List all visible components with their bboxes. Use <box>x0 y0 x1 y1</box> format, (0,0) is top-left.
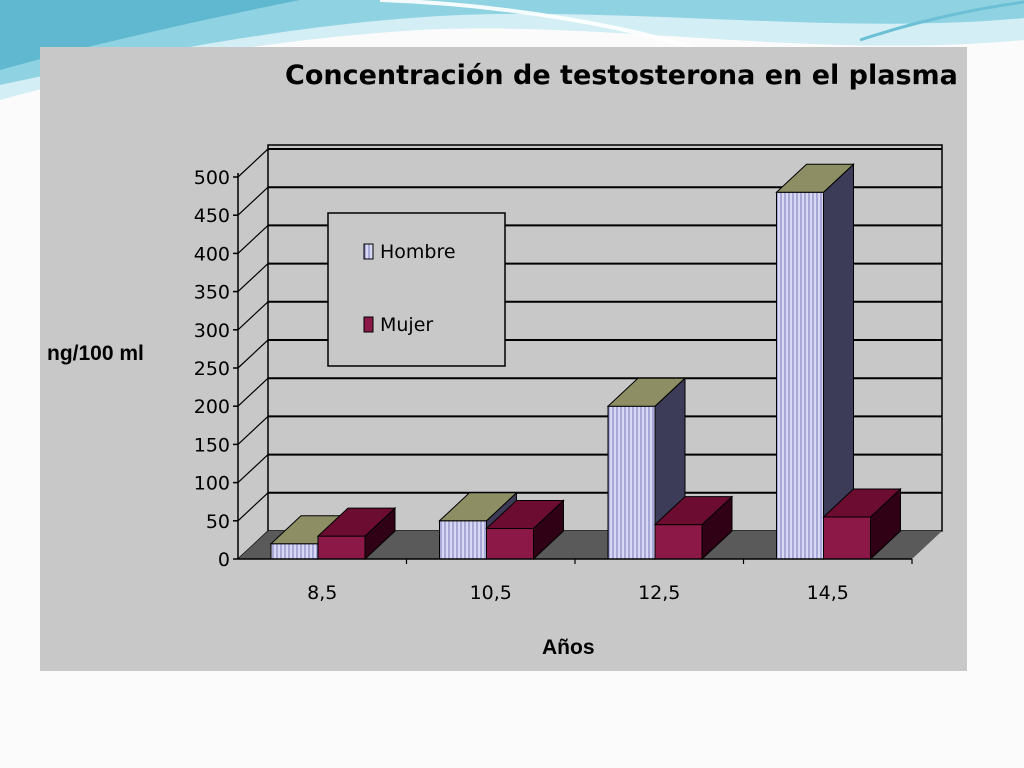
gridline-side <box>237 186 269 216</box>
y-tick-label: 400 <box>194 243 230 265</box>
x-tick-label: 14,5 <box>807 582 849 604</box>
legend-box <box>327 212 506 367</box>
y-tick-label: 500 <box>194 167 230 189</box>
gridline-side <box>237 224 269 254</box>
y-tick-label: 350 <box>194 282 230 304</box>
bar-mujer <box>654 524 703 560</box>
y-tick-label: 450 <box>194 205 230 227</box>
x-tick-label: 10,5 <box>470 582 512 604</box>
x-tick-label: 8,5 <box>307 582 337 604</box>
bar-hombre-top <box>775 163 855 193</box>
x-axis: 8,5 10,5 12,5 14,5 <box>238 558 913 604</box>
bar-hombre <box>439 520 487 560</box>
legend-label-hombre: Hombre <box>380 241 456 263</box>
bar-chart: 0 50 100 150 200 250 300 350 400 450 500 8,5 10,5 12… <box>47 60 958 659</box>
gridline-side <box>237 339 269 369</box>
bar-mujer <box>317 535 366 560</box>
y-tick-label: 50 <box>206 511 230 533</box>
x-axis-title: Años <box>542 636 595 659</box>
bar-hombre <box>776 191 824 560</box>
chart-floor-plane <box>238 531 942 559</box>
y-tick-label: 300 <box>194 320 230 342</box>
legend: Hombre Mujer <box>327 212 506 367</box>
gridline-side <box>237 301 269 331</box>
x-tick-label: 12,5 <box>638 582 680 604</box>
bar-hombre-top <box>606 377 687 407</box>
bar-hombre <box>270 543 319 560</box>
bar-hombre <box>607 405 656 560</box>
bar-mujer-top <box>485 499 565 529</box>
bar-hombre-top <box>438 492 518 522</box>
legend-label-mujer: Mujer <box>380 314 433 336</box>
gridline-side <box>237 492 269 522</box>
y-axis-title: ng/100 ml <box>47 342 144 365</box>
chart-title: Concentración de testosterona en el plas… <box>285 60 958 91</box>
y-tick-label: 250 <box>194 358 230 380</box>
chart-panel: 0 50 100 150 200 250 300 350 400 450 500 8,5 10,5 12… <box>40 47 967 671</box>
bar-mujer-top <box>316 507 397 537</box>
chart-floor <box>238 531 942 559</box>
y-axis: 0 50 100 150 200 250 300 350 400 450 500 <box>194 167 239 571</box>
gridline-side <box>237 148 269 178</box>
bar-mujer-top <box>822 488 902 518</box>
y-tick-label: 150 <box>194 434 230 456</box>
gridline-side <box>237 263 269 293</box>
gridline-side <box>237 454 269 484</box>
legend-swatch-mujer <box>363 316 374 333</box>
y-tick-label: 200 <box>194 396 230 418</box>
gridline-side <box>237 415 269 445</box>
bar-mujer-top <box>653 496 734 526</box>
bars <box>269 163 902 561</box>
bar-mujer <box>486 527 534 560</box>
gridline-side <box>237 377 269 407</box>
legend-swatch-hombre <box>363 243 374 260</box>
y-tick-label: 100 <box>194 473 230 495</box>
bar-mujer <box>823 516 871 560</box>
y-tick-label: 0 <box>218 549 230 571</box>
